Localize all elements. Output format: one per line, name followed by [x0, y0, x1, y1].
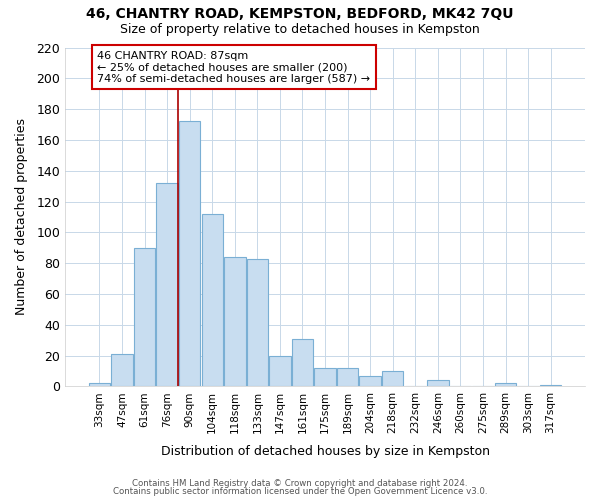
Text: Contains public sector information licensed under the Open Government Licence v3: Contains public sector information licen… — [113, 487, 487, 496]
Bar — [337, 368, 358, 386]
Bar — [540, 385, 562, 386]
Bar — [382, 371, 403, 386]
Bar — [224, 257, 245, 386]
Bar — [427, 380, 449, 386]
Bar — [134, 248, 155, 386]
Bar — [202, 214, 223, 386]
Bar — [179, 122, 200, 386]
Bar — [359, 376, 381, 386]
Bar — [111, 354, 133, 386]
Text: 46 CHANTRY ROAD: 87sqm
← 25% of detached houses are smaller (200)
74% of semi-de: 46 CHANTRY ROAD: 87sqm ← 25% of detached… — [97, 50, 370, 84]
Text: 46, CHANTRY ROAD, KEMPSTON, BEDFORD, MK42 7QU: 46, CHANTRY ROAD, KEMPSTON, BEDFORD, MK4… — [86, 8, 514, 22]
Bar — [269, 356, 290, 386]
Bar — [157, 183, 178, 386]
X-axis label: Distribution of detached houses by size in Kempston: Distribution of detached houses by size … — [161, 444, 490, 458]
Bar — [495, 384, 516, 386]
Bar — [314, 368, 336, 386]
Text: Contains HM Land Registry data © Crown copyright and database right 2024.: Contains HM Land Registry data © Crown c… — [132, 478, 468, 488]
Y-axis label: Number of detached properties: Number of detached properties — [15, 118, 28, 316]
Bar — [89, 384, 110, 386]
Bar — [247, 258, 268, 386]
Text: Size of property relative to detached houses in Kempston: Size of property relative to detached ho… — [120, 22, 480, 36]
Bar — [292, 338, 313, 386]
